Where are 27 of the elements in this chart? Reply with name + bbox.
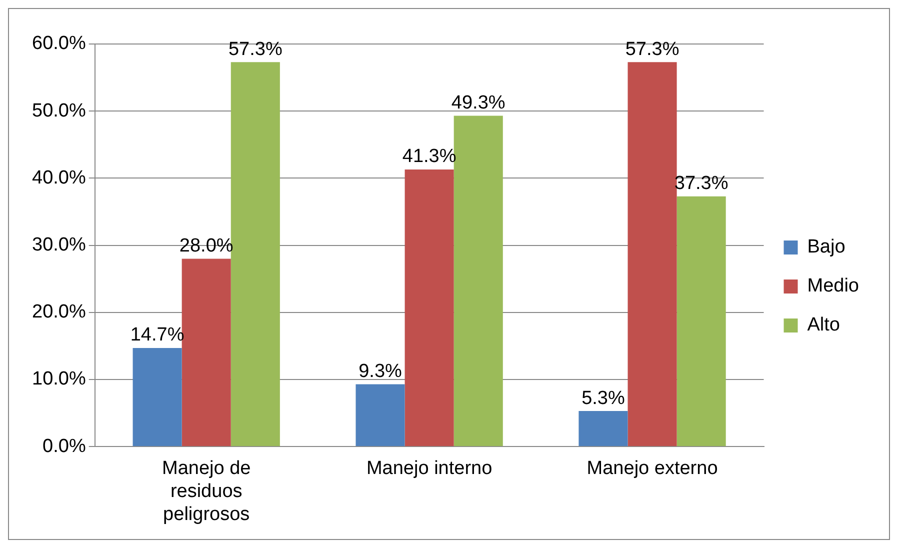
bar [404, 169, 454, 446]
x-tick-label: Manejo interno [366, 458, 492, 480]
legend-label: Bajo [807, 236, 846, 258]
y-tick-label: 20.0% [32, 302, 86, 323]
y-tick-label: 0.0% [42, 436, 86, 457]
y-tick-label: 60.0% [32, 33, 86, 54]
bar [230, 62, 280, 446]
legend-label: Alto [807, 314, 840, 336]
bar [356, 384, 405, 446]
bar [454, 116, 503, 446]
data-label: 49.3% [451, 92, 506, 114]
data-label: 57.3% [228, 38, 282, 60]
data-label: 57.3% [625, 38, 680, 60]
bar [132, 348, 182, 446]
bar [578, 411, 628, 446]
x-tick-label: Manejo externo [586, 458, 718, 480]
bar [628, 62, 677, 446]
y-tick-label: 10.0% [32, 368, 86, 390]
y-tick-label: 50.0% [32, 100, 86, 122]
data-label: 9.3% [358, 360, 402, 382]
legend-label: Medio [807, 276, 859, 297]
bar [676, 196, 726, 446]
x-tick-label: Manejo de residuos peligrosos [162, 458, 251, 525]
bar [182, 258, 231, 446]
data-label: 5.3% [582, 388, 625, 409]
y-tick-label: 40.0% [32, 167, 86, 188]
y-tick-label: 30.0% [32, 234, 86, 256]
